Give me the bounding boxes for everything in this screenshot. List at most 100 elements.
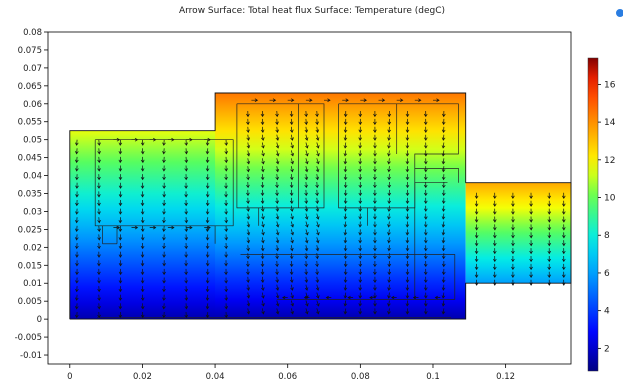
flux-arrow	[424, 221, 428, 228]
flux-arrow	[561, 271, 566, 278]
flux-arrow	[387, 221, 391, 228]
flux-arrow	[405, 166, 410, 173]
flux-arrow	[140, 251, 145, 258]
flux-arrow	[343, 205, 348, 212]
flux-arrow	[474, 216, 479, 223]
flux-arrow	[343, 260, 348, 268]
flux-arrow	[275, 276, 280, 283]
flux-arrow	[184, 165, 189, 172]
y-tick-label: 0.06	[23, 100, 42, 110]
flux-arrow	[387, 197, 391, 204]
flux-arrow	[562, 232, 566, 239]
flux-arrow	[387, 292, 391, 299]
flux-arrow	[315, 213, 320, 220]
flux-arrow	[261, 134, 265, 141]
flux-arrow	[275, 197, 279, 204]
flux-arrow	[246, 276, 250, 284]
flux-arrow	[118, 182, 123, 189]
flux-arrow	[441, 221, 446, 228]
flux-arrow	[140, 311, 145, 319]
flux-arrow	[315, 126, 320, 133]
flux-arrow	[405, 284, 410, 291]
flux-arrow	[162, 242, 166, 250]
flux-arrow	[562, 224, 566, 231]
flux-arrow	[373, 166, 377, 173]
flux-arrow	[547, 240, 552, 247]
flux-arrow	[97, 268, 101, 276]
flux-arrow	[441, 110, 446, 118]
temperature-region	[69, 130, 234, 320]
flux-arrow	[74, 294, 79, 301]
flux-arrow	[75, 260, 79, 267]
flux-arrow	[343, 276, 348, 283]
heat-flux-arrows	[74, 98, 566, 319]
flux-arrow	[387, 229, 391, 236]
flux-arrow	[275, 308, 280, 315]
y-tick-label: 0.02	[23, 243, 42, 253]
flux-arrow	[97, 303, 101, 310]
flux-arrow	[224, 294, 229, 301]
flux-arrow	[246, 268, 250, 276]
flux-arrow	[282, 295, 288, 300]
flux-arrow	[224, 260, 228, 267]
flux-arrow	[373, 292, 377, 299]
flux-arrow	[246, 134, 251, 141]
flux-arrow	[315, 189, 319, 197]
flux-arrow	[289, 268, 294, 276]
partition-line	[338, 103, 459, 209]
flux-arrow	[275, 229, 280, 236]
flux-arrow	[269, 98, 277, 103]
flux-arrow	[387, 205, 391, 212]
flux-arrow	[140, 294, 145, 301]
flux-arrow	[547, 200, 552, 207]
flux-arrow	[492, 255, 497, 263]
flux-arrow	[260, 253, 265, 260]
flux-arrow	[74, 148, 79, 155]
flux-arrow	[204, 137, 211, 142]
colorbar	[587, 57, 599, 372]
flux-arrow	[167, 225, 175, 230]
flux-arrow	[162, 294, 166, 301]
flux-arrow	[290, 150, 295, 157]
flux-arrow	[205, 182, 210, 189]
flux-arrow	[391, 295, 397, 300]
flux-arrow	[75, 242, 79, 250]
flux-arrow	[405, 158, 410, 165]
flux-arrow	[287, 98, 295, 103]
y-tick-label: 0.04	[23, 172, 42, 182]
flux-arrow	[405, 213, 410, 220]
flux-arrow	[246, 221, 251, 228]
flux-arrow	[423, 253, 428, 260]
flux-arrow	[290, 284, 294, 291]
flux-arrow	[205, 242, 210, 250]
y-tick-label: -0.005	[15, 333, 42, 343]
flux-arrow	[358, 197, 363, 204]
flux-arrow	[474, 232, 479, 239]
flux-arrow	[405, 150, 410, 157]
colorbar-tick-label: 2	[604, 344, 610, 354]
flux-arrow	[224, 174, 228, 181]
flux-arrow	[414, 98, 422, 103]
flux-arrow	[358, 292, 362, 299]
flux-arrow	[224, 234, 229, 241]
flux-arrow	[358, 300, 362, 307]
flux-arrow	[260, 197, 265, 204]
flux-arrow	[387, 150, 391, 157]
flux-arrow	[561, 248, 566, 255]
flux-arrow	[441, 268, 446, 276]
colorbar-tick-label: 12	[604, 156, 615, 166]
flux-arrow	[118, 286, 123, 293]
flux-arrow	[184, 199, 188, 207]
flux-arrow	[424, 142, 428, 149]
flux-arrow	[97, 165, 101, 172]
flux-arrow	[275, 158, 280, 165]
flux-arrow	[547, 263, 552, 271]
flux-arrow	[289, 253, 294, 260]
flux-arrow	[424, 308, 428, 315]
flux-arrow	[561, 255, 566, 263]
flux-arrow	[529, 192, 533, 199]
flux-arrow	[184, 260, 188, 267]
flux-arrow	[358, 261, 363, 268]
flux-arrow	[405, 134, 410, 141]
flux-arrow	[474, 279, 479, 286]
